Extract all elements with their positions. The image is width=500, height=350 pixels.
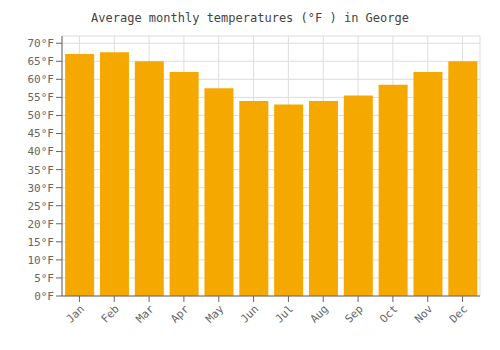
svg-text:45°F: 45°F — [28, 127, 55, 140]
svg-text:Feb: Feb — [99, 302, 122, 325]
svg-text:55°F: 55°F — [28, 91, 55, 104]
svg-text:Mar: Mar — [133, 302, 157, 326]
svg-text:65°F: 65°F — [28, 55, 55, 68]
svg-text:20°F: 20°F — [28, 218, 55, 231]
svg-text:Sep: Sep — [342, 302, 365, 325]
svg-text:Jul: Jul — [273, 302, 296, 325]
svg-text:0°F: 0°F — [34, 290, 54, 303]
svg-text:30°F: 30°F — [28, 182, 55, 195]
svg-text:Aug: Aug — [308, 302, 331, 325]
svg-text:Nov: Nov — [412, 302, 436, 326]
svg-text:5°F: 5°F — [34, 272, 54, 285]
svg-text:60°F: 60°F — [28, 73, 55, 86]
svg-text:May: May — [203, 302, 227, 326]
svg-text:Oct: Oct — [377, 302, 400, 325]
svg-text:Apr: Apr — [168, 302, 192, 326]
svg-text:40°F: 40°F — [28, 145, 55, 158]
svg-text:25°F: 25°F — [28, 200, 55, 213]
svg-text:35°F: 35°F — [28, 164, 55, 177]
svg-text:Jan: Jan — [64, 302, 87, 325]
svg-text:15°F: 15°F — [28, 236, 55, 249]
svg-text:Jun: Jun — [238, 302, 261, 325]
html-text:Average monthly temperatures (: Average monthly temperatures (°F ) in Ge… — [91, 11, 409, 25]
svg-text:10°F: 10°F — [28, 254, 55, 267]
svg-text:50°F: 50°F — [28, 109, 55, 122]
svg-text:70°F: 70°F — [28, 37, 55, 50]
svg-text:Dec: Dec — [447, 302, 470, 325]
